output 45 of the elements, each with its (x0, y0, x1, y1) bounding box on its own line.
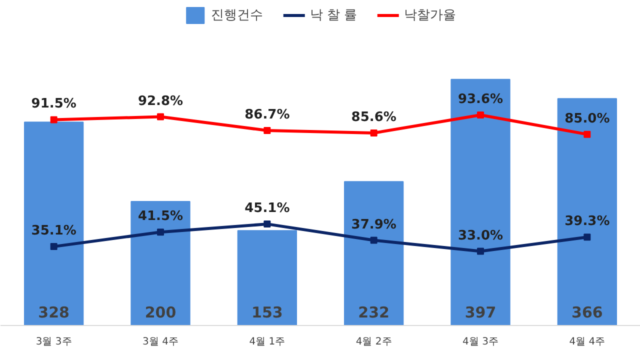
data-label: 153 (252, 304, 283, 322)
legend-label: 낙찰가율 (404, 7, 456, 24)
point (370, 129, 378, 136)
data-label: 85.6% (351, 110, 396, 125)
data-label: 85.0% (564, 111, 610, 126)
data-label: 366 (572, 304, 603, 322)
data-label: 92.8% (138, 94, 184, 109)
bar (557, 98, 617, 326)
point (264, 220, 271, 228)
data-label: 39.3% (564, 214, 610, 230)
legend-label: 낙 찰 률 (310, 7, 358, 24)
point (584, 130, 591, 138)
point (477, 248, 484, 255)
point (157, 228, 164, 236)
point (157, 113, 164, 120)
x-tick-label: 3월 3주 (36, 336, 72, 348)
data-label: 35.1% (31, 224, 76, 239)
x-tick-label: 4월 1주 (249, 336, 286, 348)
point (477, 111, 484, 118)
data-label: 86.7% (244, 107, 290, 122)
data-label: 91.5% (31, 96, 76, 112)
data-label: 328 (38, 304, 70, 322)
point (264, 126, 271, 134)
bar (450, 78, 510, 326)
x-tick-label: 4월 2주 (356, 336, 392, 348)
data-label: 33.0% (458, 228, 504, 244)
bar (24, 122, 84, 326)
data-label: 397 (464, 304, 496, 322)
data-label: 45.1% (244, 201, 290, 216)
x-tick-label: 4월 3주 (462, 336, 498, 348)
data-label: 93.6% (458, 92, 504, 107)
data-label: 200 (144, 304, 176, 322)
bar (344, 181, 404, 326)
x-tick-label: 3월 4주 (142, 336, 178, 348)
point (584, 234, 591, 241)
data-label: 41.5% (138, 209, 184, 224)
bar (237, 230, 297, 326)
x-tick-label: 4월 4주 (569, 336, 606, 348)
point (50, 116, 58, 124)
point (50, 243, 58, 250)
data-label: 232 (358, 304, 390, 322)
bar (130, 200, 190, 326)
point (370, 236, 378, 244)
legend-label: 진행건수 (210, 7, 263, 24)
data-label: 37.9% (351, 217, 396, 232)
